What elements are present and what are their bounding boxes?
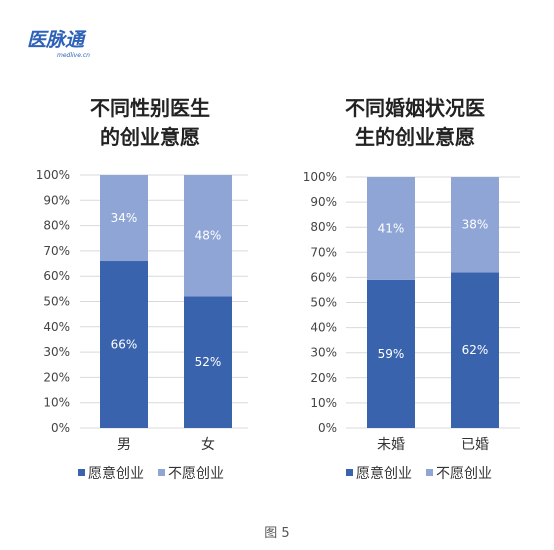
data-label: 59% — [378, 347, 405, 361]
bar-segment-unwilling — [184, 175, 232, 297]
y-tick-label: 70% — [43, 244, 70, 258]
y-tick-label: 90% — [43, 193, 70, 207]
x-category-label: 已婚 — [461, 437, 489, 453]
data-label: 52% — [195, 355, 222, 369]
y-tick-label: 30% — [310, 346, 337, 360]
y-tick-label: 100% — [303, 170, 337, 184]
x-category-label: 女 — [201, 436, 215, 453]
legend-label: 不愿创业 — [168, 466, 224, 482]
y-tick-label: 80% — [310, 220, 337, 234]
y-tick-label: 40% — [310, 321, 337, 335]
legend-label: 不愿创业 — [436, 466, 492, 482]
logo-text: 医脉通 — [27, 29, 87, 51]
medlive-logo: 医脉通 medlive.cn — [27, 29, 90, 59]
y-tick-label: 100% — [36, 168, 70, 182]
y-tick-label: 10% — [310, 396, 337, 410]
y-tick-label: 60% — [43, 269, 70, 283]
y-tick-label: 20% — [43, 370, 70, 384]
y-tick-label: 20% — [310, 371, 337, 385]
y-tick-label: 0% — [51, 421, 70, 435]
bar-segment-willing — [184, 296, 232, 428]
legend-swatch — [426, 469, 433, 476]
data-label: 66% — [111, 338, 138, 352]
y-tick-label: 30% — [43, 345, 70, 359]
y-tick-label: 40% — [43, 320, 70, 334]
x-category-label: 男 — [117, 437, 131, 453]
data-label: 48% — [195, 229, 222, 243]
data-label: 41% — [378, 221, 405, 235]
y-tick-label: 90% — [310, 195, 337, 209]
chart-title-marital: 不同婚姻状况医 生的创业意愿 — [345, 96, 485, 149]
legend-swatch — [158, 469, 165, 476]
bar-segment-willing — [367, 279, 415, 428]
y-tick-label: 50% — [310, 296, 337, 310]
y-tick-label: 50% — [43, 295, 70, 309]
bar-segment-willing — [100, 261, 148, 428]
logo-subtext: medlive.cn — [57, 52, 90, 59]
y-tick-label: 0% — [318, 421, 337, 435]
legend-swatch — [78, 469, 85, 476]
y-tick-label: 80% — [43, 219, 70, 233]
y-tick-label: 70% — [310, 245, 337, 259]
y-tick-label: 60% — [310, 270, 337, 284]
legend-label: 愿意创业 — [356, 465, 412, 482]
figure-caption: 图 5 — [264, 526, 290, 541]
legend-swatch — [346, 469, 353, 476]
y-tick-label: 10% — [43, 396, 70, 410]
bar-segment-unwilling — [451, 177, 499, 273]
bar-segment-unwilling — [100, 175, 148, 262]
x-category-label: 未婚 — [377, 437, 405, 453]
legend-label: 愿意创业 — [88, 465, 144, 482]
data-label: 34% — [111, 211, 138, 225]
bar-segment-unwilling — [367, 177, 415, 280]
data-label: 38% — [462, 218, 489, 232]
bar-segment-willing — [451, 272, 499, 428]
chart-title-gender: 不同性别医生 的创业意愿 — [90, 96, 210, 149]
data-label: 62% — [462, 343, 489, 357]
